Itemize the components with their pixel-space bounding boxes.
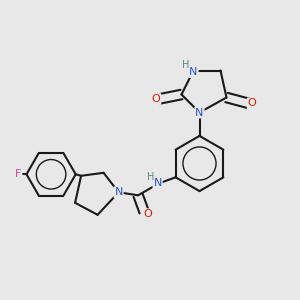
- Text: H: H: [147, 172, 154, 182]
- Text: H: H: [182, 60, 190, 70]
- Text: N: N: [195, 107, 204, 118]
- Text: O: O: [143, 209, 152, 219]
- Text: N: N: [114, 187, 123, 197]
- Text: N: N: [153, 178, 162, 188]
- Text: F: F: [15, 169, 21, 179]
- Text: N: N: [189, 67, 198, 77]
- Text: O: O: [248, 98, 256, 109]
- Text: O: O: [152, 94, 160, 104]
